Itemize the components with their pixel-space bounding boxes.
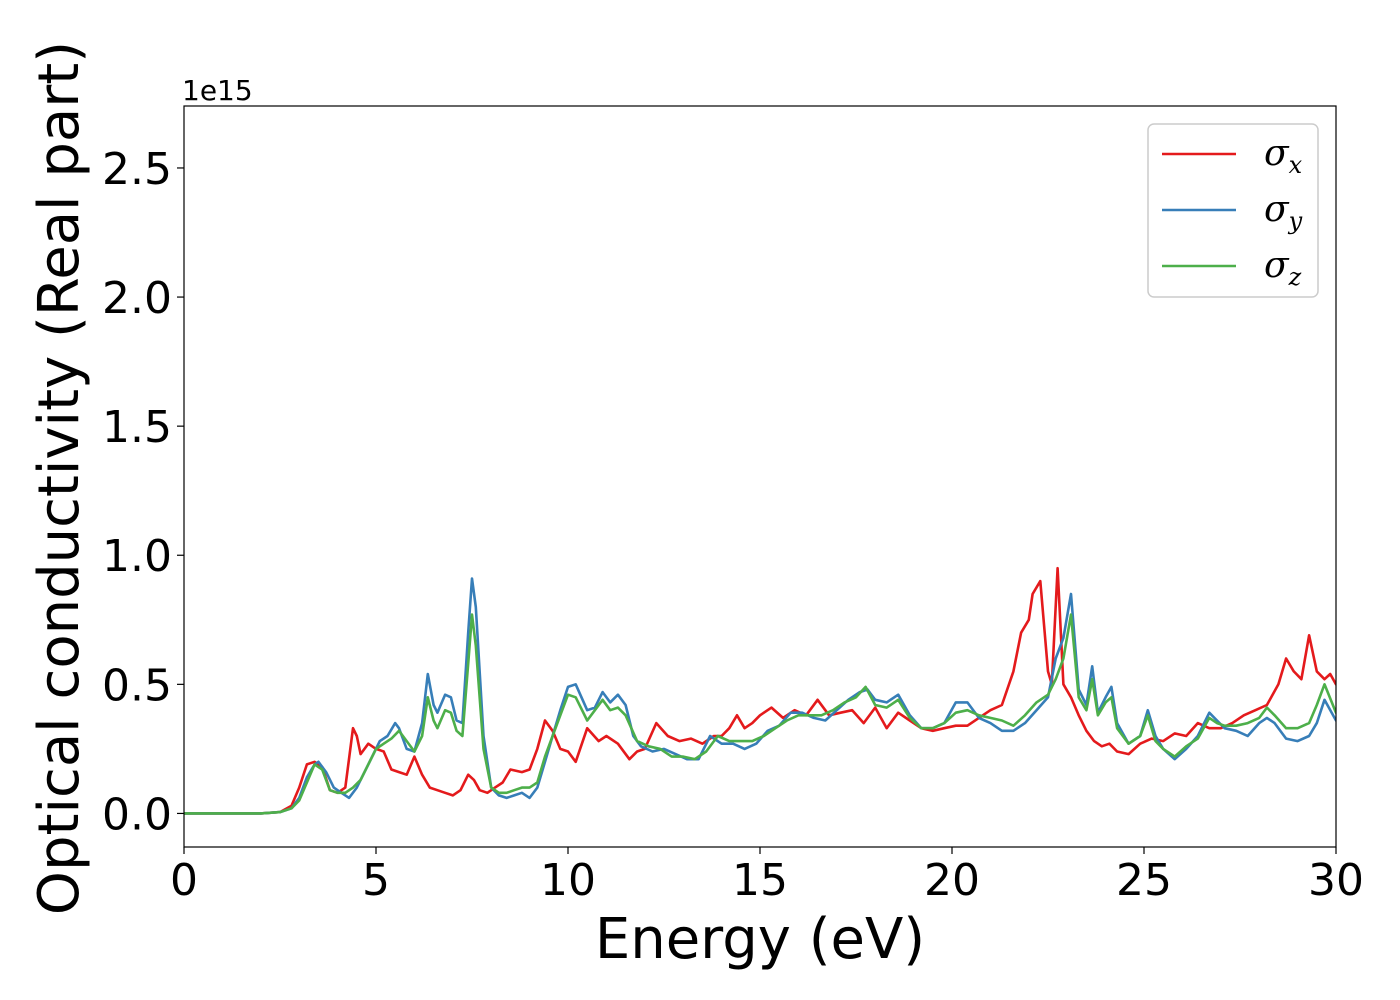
y-tick-label: 2.0: [102, 273, 172, 324]
y-tick-label: 0.0: [102, 789, 172, 840]
x-tick-label: 20: [924, 855, 980, 906]
y-tick-label: 0.5: [102, 660, 172, 711]
series-line-y: [184, 577, 1336, 815]
x-tick-label: 25: [1116, 855, 1172, 906]
x-axis: 0 5 10 15 20 25 30: [170, 847, 1364, 906]
y-tick-label: 2.5: [102, 144, 172, 195]
y-offset-label: 1e15: [182, 74, 253, 107]
y-tick-label: 1.0: [102, 531, 172, 582]
x-tick-label: 15: [732, 855, 788, 906]
x-tick-label: 5: [362, 855, 390, 906]
y-tick-label: 1.5: [102, 402, 172, 453]
series-line-x: [184, 566, 1336, 815]
y-axis-title: Optical conductivity (Real part): [27, 41, 92, 915]
series-layer: [184, 566, 1336, 815]
x-axis-title: Energy (eV): [595, 907, 925, 972]
series-line-z: [184, 613, 1336, 815]
y-axis: 0.0 0.5 1.0 1.5 2.0 2.5: [102, 144, 184, 840]
x-tick-label: 0: [170, 855, 198, 906]
x-tick-label: 30: [1308, 855, 1364, 906]
x-tick-label: 10: [540, 855, 596, 906]
